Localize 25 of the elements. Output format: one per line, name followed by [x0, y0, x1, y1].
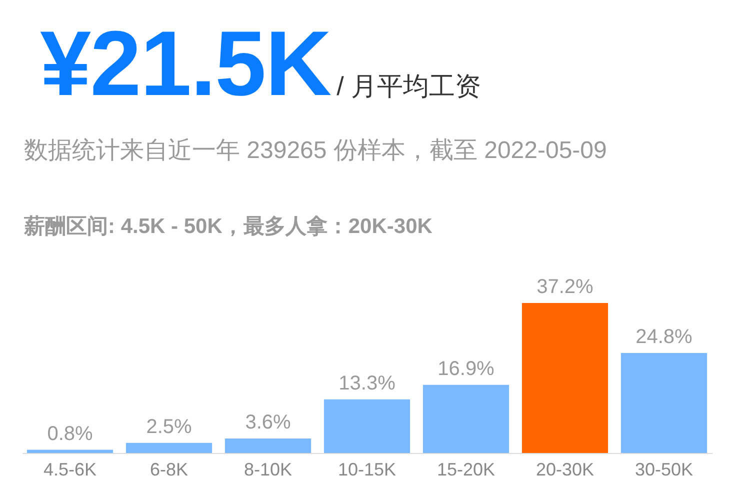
bar — [522, 303, 608, 453]
x-tick-label: 30-50K — [634, 460, 694, 480]
text: 数据统计来自近一年 239265 份样本，截至 2022-05-09 — [24, 136, 607, 166]
bar — [324, 399, 410, 453]
bar — [620, 353, 708, 453]
data-label: 24.8% — [636, 326, 693, 348]
bar — [224, 438, 312, 453]
data-label: 0.8% — [47, 422, 94, 445]
chart-title: ¥21.5K — [40, 13, 331, 115]
chart-subtitle: / 月平均工资 — [336, 71, 482, 101]
bar — [26, 450, 114, 453]
data-label: 13.3% — [338, 372, 396, 394]
bar — [126, 442, 212, 453]
x-tick-label: 6-8K — [150, 460, 188, 480]
data-label: 37.2% — [536, 276, 594, 298]
data-label: 16.9% — [438, 358, 495, 380]
data-label: 2.5% — [146, 416, 192, 438]
x-tick-label: 20-30K — [536, 460, 594, 480]
x-tick-label: 4.5-6K — [43, 460, 97, 480]
data-label: 3.6% — [245, 411, 292, 434]
x-tick-label: 10-15K — [338, 460, 396, 480]
x-tick-label: 8-10K — [244, 460, 292, 480]
x-tick-label: 15-20K — [436, 460, 496, 480]
bar — [422, 384, 510, 453]
text: 薪酬区间: 4.5K - 50K，最多人拿：20K-30K — [24, 214, 432, 240]
